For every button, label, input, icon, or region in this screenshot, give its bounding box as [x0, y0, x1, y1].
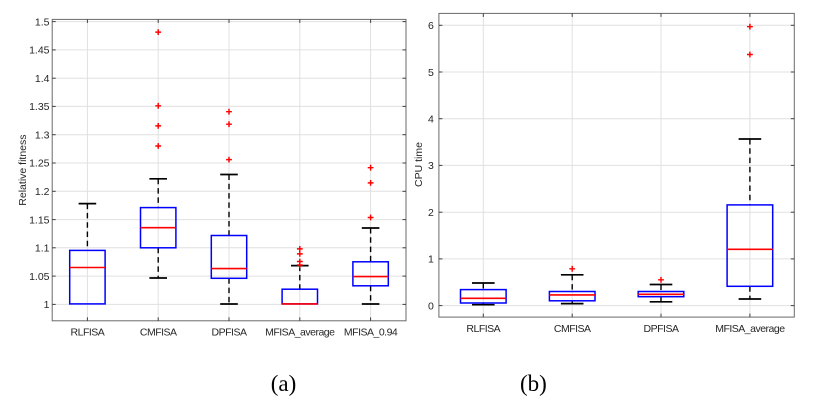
- svg-text:6: 6: [428, 20, 434, 32]
- svg-text:MFISA_average: MFISA_average: [265, 327, 335, 339]
- svg-text:1: 1: [428, 254, 434, 266]
- svg-text:1.25: 1.25: [29, 158, 50, 170]
- svg-text:Relative fitness: Relative fitness: [17, 134, 29, 205]
- svg-text:MFISA_average: MFISA_average: [715, 323, 785, 335]
- svg-text:1.15: 1.15: [29, 214, 50, 226]
- svg-text:2: 2: [428, 207, 434, 219]
- svg-text:CMFISA: CMFISA: [140, 327, 177, 339]
- svg-text:1.3: 1.3: [35, 129, 50, 141]
- svg-text:1.35: 1.35: [29, 101, 50, 113]
- svg-text:5: 5: [428, 67, 434, 79]
- svg-text:0: 0: [428, 300, 434, 312]
- svg-text:4: 4: [428, 114, 434, 126]
- svg-text:(a): (a): [271, 371, 297, 396]
- svg-text:1.1: 1.1: [35, 243, 50, 255]
- svg-text:3: 3: [428, 160, 434, 172]
- svg-text:CMFISA: CMFISA: [554, 323, 591, 335]
- svg-text:RLFISA: RLFISA: [466, 323, 500, 335]
- svg-text:1.4: 1.4: [35, 73, 50, 85]
- svg-text:RLFISA: RLFISA: [71, 327, 105, 339]
- svg-text:1.05: 1.05: [29, 271, 50, 283]
- svg-text:1: 1: [44, 299, 50, 311]
- svg-text:MFISA_0.94: MFISA_0.94: [344, 327, 398, 339]
- svg-text:(b): (b): [520, 371, 547, 396]
- svg-text:1.2: 1.2: [35, 186, 50, 198]
- svg-text:DPFISA: DPFISA: [644, 323, 679, 335]
- svg-text:CPU time: CPU time: [413, 142, 425, 187]
- svg-text:DPFISA: DPFISA: [212, 327, 247, 339]
- svg-text:1.45: 1.45: [29, 45, 50, 57]
- svg-text:1.5: 1.5: [35, 16, 50, 28]
